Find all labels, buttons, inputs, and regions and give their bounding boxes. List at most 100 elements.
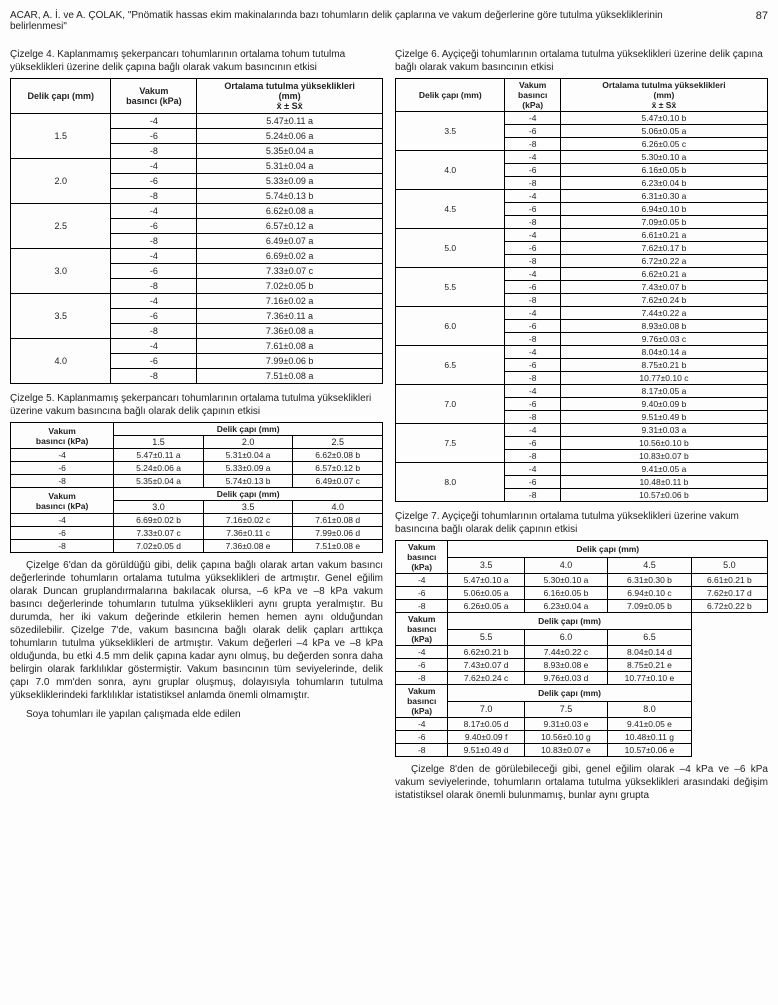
th-delik: Delik çapı (mm)	[114, 423, 383, 436]
page-header: ACAR, A. İ. ve A. ÇOLAK, "Pnömatik hassa…	[10, 10, 768, 32]
delik-cell: 7.5	[396, 424, 505, 463]
val-cell: 7.44±0.22 c	[524, 646, 608, 659]
vakum-cell: -8	[396, 672, 448, 685]
col-head: 8.0	[608, 701, 692, 718]
th-delik: Delik çapı (mm)	[448, 541, 768, 558]
vakum-cell: -4	[111, 339, 197, 354]
val-cell: 6.31±0.30 b	[608, 574, 692, 587]
delik-cell: 5.5	[396, 268, 505, 307]
table-row: -65.06±0.05 a6.16±0.05 b6.94±0.10 c7.62±…	[396, 587, 768, 600]
col-head: 6.0	[524, 629, 608, 646]
vakum-cell: -6	[505, 125, 560, 138]
col-head: 5.0	[691, 557, 767, 574]
table-row: 3.0-46.69±0.02 a	[11, 249, 383, 264]
vakum-cell: -4	[396, 646, 448, 659]
th-delik: Delik çapı (mm)	[448, 685, 691, 702]
val-cell: 7.36±0.08 a	[197, 324, 383, 339]
vakum-cell: -4	[396, 718, 448, 731]
val-cell: 6.94±0.10 c	[608, 587, 692, 600]
col-head: 1.5	[114, 436, 204, 449]
vakum-cell: -6	[111, 309, 197, 324]
paragraph-3: Çizelge 8'den de görülebileceği gibi, ge…	[395, 763, 768, 802]
table-row: -85.35±0.04 a5.74±0.13 b6.49±0.07 c	[11, 475, 383, 488]
val-cell: 5.06±0.05 a	[448, 587, 524, 600]
val-cell: 6.62±0.08 a	[197, 204, 383, 219]
val-cell: 7.33±0.07 c	[114, 527, 204, 540]
val-cell: 8.17±0.05 a	[560, 385, 767, 398]
val-cell: 6.62±0.08 b	[293, 449, 383, 462]
val-cell: 6.57±0.12 a	[197, 219, 383, 234]
val-cell: 5.47±0.10 b	[560, 112, 767, 125]
vakum-cell: -4	[505, 151, 560, 164]
table6: Delik çapı (mm)Vakumbasıncı(kPa)Ortalama…	[395, 78, 768, 502]
table-row: 4.0-45.30±0.10 a	[396, 151, 768, 164]
table7-caption: Çizelge 7. Ayçiçeği tohumlarının ortalam…	[395, 510, 768, 536]
val-cell: 7.62±0.24 c	[448, 672, 524, 685]
delik-cell: 4.0	[396, 151, 505, 190]
val-cell: 9.40±0.09 b	[560, 398, 767, 411]
vakum-cell: -4	[11, 449, 114, 462]
vakum-cell: -6	[505, 281, 560, 294]
val-cell: 7.51±0.08 a	[197, 369, 383, 384]
val-cell: 10.83±0.07 b	[560, 450, 767, 463]
table-row: -67.33±0.07 c7.36±0.11 c7.99±0.06 d	[11, 527, 383, 540]
val-cell: 7.62±0.17 d	[691, 587, 767, 600]
table-row: 7.5-49.31±0.03 a	[396, 424, 768, 437]
vakum-cell: -8	[11, 475, 114, 488]
th-delik: Delik çapı (mm)	[448, 613, 691, 630]
delik-cell: 2.0	[11, 159, 111, 204]
table-row: 5.0-46.61±0.21 a	[396, 229, 768, 242]
val-cell: 7.36±0.11 a	[197, 309, 383, 324]
vakum-cell: -8	[505, 411, 560, 424]
val-cell: 9.51±0.49 b	[560, 411, 767, 424]
val-cell: 7.51±0.08 e	[293, 540, 383, 553]
table-row: -48.17±0.05 d9.31±0.03 e9.41±0.05 e	[396, 718, 768, 731]
vakum-cell: -6	[111, 264, 197, 279]
val-cell: 5.33±0.09 a	[203, 462, 293, 475]
val-cell: 6.49±0.07 a	[197, 234, 383, 249]
val-cell: 9.40±0.09 f	[448, 731, 524, 744]
vakum-cell: -4	[505, 463, 560, 476]
val-cell: 5.74±0.13 b	[197, 189, 383, 204]
val-cell: 7.16±0.02 a	[197, 294, 383, 309]
page-number: 87	[756, 10, 768, 32]
table-row: -45.47±0.11 a5.31±0.04 a6.62±0.08 b	[11, 449, 383, 462]
val-cell: 8.93±0.08 b	[560, 320, 767, 333]
vakum-cell: -6	[505, 203, 560, 216]
th-vakum: Vakumbasıncı(kPa)	[396, 613, 448, 646]
vakum-cell: -6	[505, 242, 560, 255]
vakum-cell: -4	[505, 268, 560, 281]
val-cell: 7.36±0.11 c	[203, 527, 293, 540]
table4-caption: Çizelge 4. Kaplanmamış şekerpancarı tohu…	[10, 48, 383, 74]
vakum-cell: -8	[505, 333, 560, 346]
vakum-cell: -4	[505, 346, 560, 359]
val-cell: 5.30±0.10 a	[560, 151, 767, 164]
th-vakum: Vakumbasıncı (kPa)	[111, 79, 197, 114]
table-row: -86.26±0.05 a6.23±0.04 a7.09±0.05 b6.72±…	[396, 600, 768, 613]
vakum-cell: -6	[396, 659, 448, 672]
table-row: 4.0-47.61±0.08 a	[11, 339, 383, 354]
val-cell: 5.74±0.13 b	[203, 475, 293, 488]
delik-cell: 3.5	[11, 294, 111, 339]
val-cell: 5.47±0.11 a	[197, 114, 383, 129]
vakum-cell: -4	[111, 114, 197, 129]
val-cell: 6.26±0.05 c	[560, 138, 767, 151]
vakum-cell: -8	[111, 324, 197, 339]
table-row: 6.5-48.04±0.14 a	[396, 346, 768, 359]
th-ort: Ortalama tutulma yükseklikleri(mm)x̄ ± S…	[197, 79, 383, 114]
table-row: -89.51±0.49 d10.83±0.07 e10.57±0.06 e	[396, 744, 768, 757]
th-delik: Delik çapı (mm)	[114, 488, 383, 501]
val-cell: 8.75±0.21 b	[560, 359, 767, 372]
vakum-cell: -6	[505, 164, 560, 177]
val-cell: 5.30±0.10 a	[524, 574, 608, 587]
val-cell: 8.93±0.08 e	[524, 659, 608, 672]
val-cell: 8.04±0.14 a	[560, 346, 767, 359]
vakum-cell: -8	[505, 255, 560, 268]
val-cell: 9.31±0.03 a	[560, 424, 767, 437]
val-cell: 5.35±0.04 a	[197, 144, 383, 159]
val-cell: 10.56±0.10 b	[560, 437, 767, 450]
val-cell: 6.61±0.21 a	[560, 229, 767, 242]
val-cell: 7.09±0.05 b	[560, 216, 767, 229]
delik-cell: 3.0	[11, 249, 111, 294]
val-cell: 10.57±0.06 e	[608, 744, 692, 757]
